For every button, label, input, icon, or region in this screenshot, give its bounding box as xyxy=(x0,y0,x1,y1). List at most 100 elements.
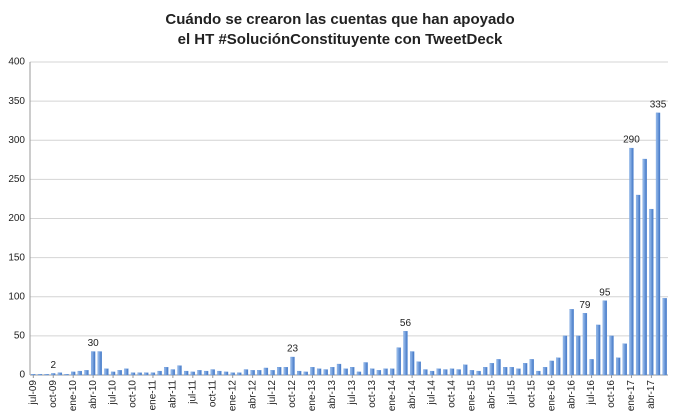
bar xyxy=(303,371,308,376)
bar xyxy=(569,309,574,376)
x-tick-label: jul-14 xyxy=(427,380,438,406)
bar xyxy=(596,324,601,376)
bar xyxy=(343,368,348,376)
bar xyxy=(310,367,315,376)
bar xyxy=(469,370,475,376)
bar xyxy=(436,368,441,376)
bar xyxy=(629,147,634,376)
bar xyxy=(549,360,554,376)
x-tick-label: ene-13 xyxy=(307,380,318,412)
bar xyxy=(649,208,654,376)
data-label: 95 xyxy=(599,287,611,298)
data-label: 56 xyxy=(400,318,412,329)
bar xyxy=(283,367,289,376)
bar xyxy=(77,370,82,376)
bar xyxy=(463,364,468,376)
y-tick-label: 250 xyxy=(8,174,25,185)
chart-title: el HT #SoluciónConstituyente con TweetDe… xyxy=(178,31,503,48)
y-tick-label: 350 xyxy=(8,96,25,107)
bar xyxy=(190,371,195,376)
y-tick-label: 50 xyxy=(14,331,26,342)
y-tick-label: 100 xyxy=(8,291,25,302)
x-tick-label: abr-13 xyxy=(327,380,338,409)
x-tick-label: oct-09 xyxy=(48,380,59,408)
bar xyxy=(197,370,202,376)
bar xyxy=(556,357,561,376)
y-tick-label: 200 xyxy=(8,213,25,224)
data-label: 2 xyxy=(50,360,56,371)
x-tick-label: jul-13 xyxy=(347,380,358,406)
bar xyxy=(642,158,647,376)
x-tick-label: abr-17 xyxy=(646,380,657,409)
bar xyxy=(576,335,581,376)
bar xyxy=(635,194,641,376)
bar xyxy=(277,367,282,376)
data-label: 23 xyxy=(287,344,299,355)
bar xyxy=(237,372,242,376)
bar xyxy=(589,359,594,376)
bar xyxy=(230,372,235,376)
y-tick-label: 300 xyxy=(8,135,25,146)
bar xyxy=(456,369,461,376)
x-tick-label: abr-16 xyxy=(566,380,577,409)
bar xyxy=(164,367,169,376)
bar xyxy=(263,367,269,376)
bar xyxy=(390,368,395,376)
bar xyxy=(157,370,162,376)
bar xyxy=(350,367,355,376)
x-tick-label: abr-10 xyxy=(88,380,99,409)
bar xyxy=(223,371,229,376)
x-tick-label: oct-15 xyxy=(526,380,537,408)
bar xyxy=(316,368,322,376)
x-tick-label: oct-14 xyxy=(447,380,458,408)
bar xyxy=(622,343,627,376)
x-tick-label: jul-09 xyxy=(28,380,39,406)
bar xyxy=(150,372,156,376)
bar xyxy=(257,370,262,376)
bar xyxy=(84,370,89,376)
bar xyxy=(290,356,295,376)
bar xyxy=(449,368,455,376)
x-tick-label: oct-16 xyxy=(606,380,617,408)
x-tick-label: oct-10 xyxy=(128,380,139,408)
data-label: 79 xyxy=(579,300,591,311)
bar xyxy=(356,371,362,376)
x-tick-label: jul-12 xyxy=(267,380,278,406)
bar xyxy=(503,367,508,376)
bar xyxy=(536,370,541,376)
x-tick-label: abr-11 xyxy=(168,380,179,409)
bar xyxy=(616,357,621,376)
x-tick-label: oct-12 xyxy=(287,380,298,408)
bar xyxy=(509,367,514,376)
bar xyxy=(330,367,335,376)
bar xyxy=(396,347,401,376)
x-tick-label: abr-12 xyxy=(247,380,258,409)
bar xyxy=(609,335,614,376)
bar xyxy=(336,363,342,376)
bar xyxy=(37,374,43,376)
y-tick-label: 150 xyxy=(8,252,25,263)
x-tick-label: oct-13 xyxy=(367,380,378,408)
bar xyxy=(297,370,302,376)
x-tick-label: ene-11 xyxy=(148,380,159,411)
bar xyxy=(363,362,368,376)
x-tick-label: abr-15 xyxy=(487,380,498,409)
bar xyxy=(529,359,534,376)
y-tick-label: 400 xyxy=(8,57,25,68)
bar xyxy=(130,372,136,376)
bar xyxy=(203,370,209,376)
bar xyxy=(516,368,521,376)
bar xyxy=(90,351,96,376)
bar xyxy=(210,369,215,376)
y-tick-label: 0 xyxy=(19,370,25,381)
chart-title: Cuándo se crearon las cuentas que han ap… xyxy=(165,11,514,28)
bar xyxy=(476,370,481,376)
bar xyxy=(423,369,428,376)
x-tick-label: ene-15 xyxy=(467,380,478,412)
bar xyxy=(170,369,176,376)
bar xyxy=(562,335,568,376)
bar xyxy=(409,351,415,376)
data-label: 290 xyxy=(623,135,640,146)
bar xyxy=(64,374,69,376)
